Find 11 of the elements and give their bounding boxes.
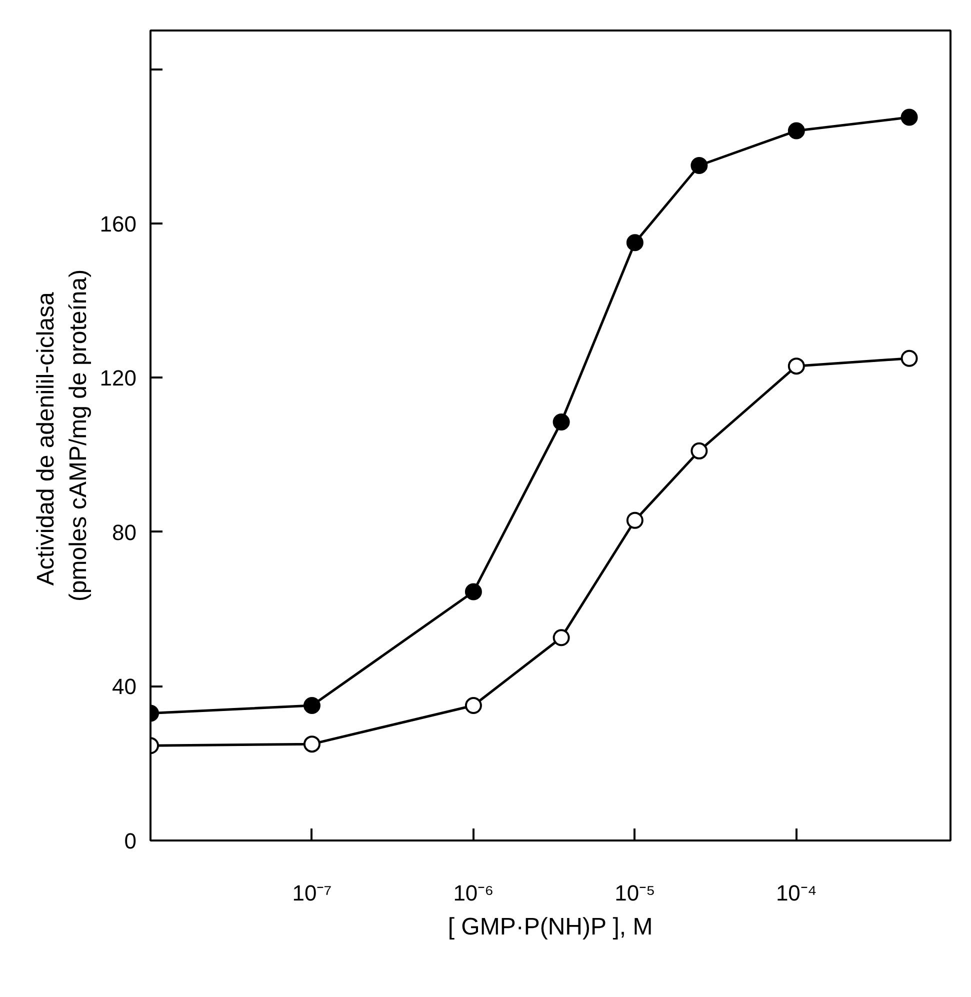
x-tick-label: 10⁻⁶ (453, 880, 494, 906)
y-tick-label: 40 (112, 674, 137, 700)
y-tick-label: 160 (100, 211, 137, 236)
y-axis-title: Actividad de adenilil-ciclasa (pmoles cAMP/mg de proteína) (32, 269, 92, 602)
x-tick-label: 10⁻⁵ (614, 880, 656, 906)
x-tick-label: 10⁻⁷ (292, 880, 332, 906)
y-tick-label: 0 (124, 828, 137, 854)
x-tick-label: 10⁻⁴ (776, 880, 817, 906)
y-tick-label: 80 (112, 520, 137, 545)
y-tick-label: 120 (100, 366, 137, 391)
x-axis-title: [ GMP·P(NH)P ], M (448, 914, 653, 940)
